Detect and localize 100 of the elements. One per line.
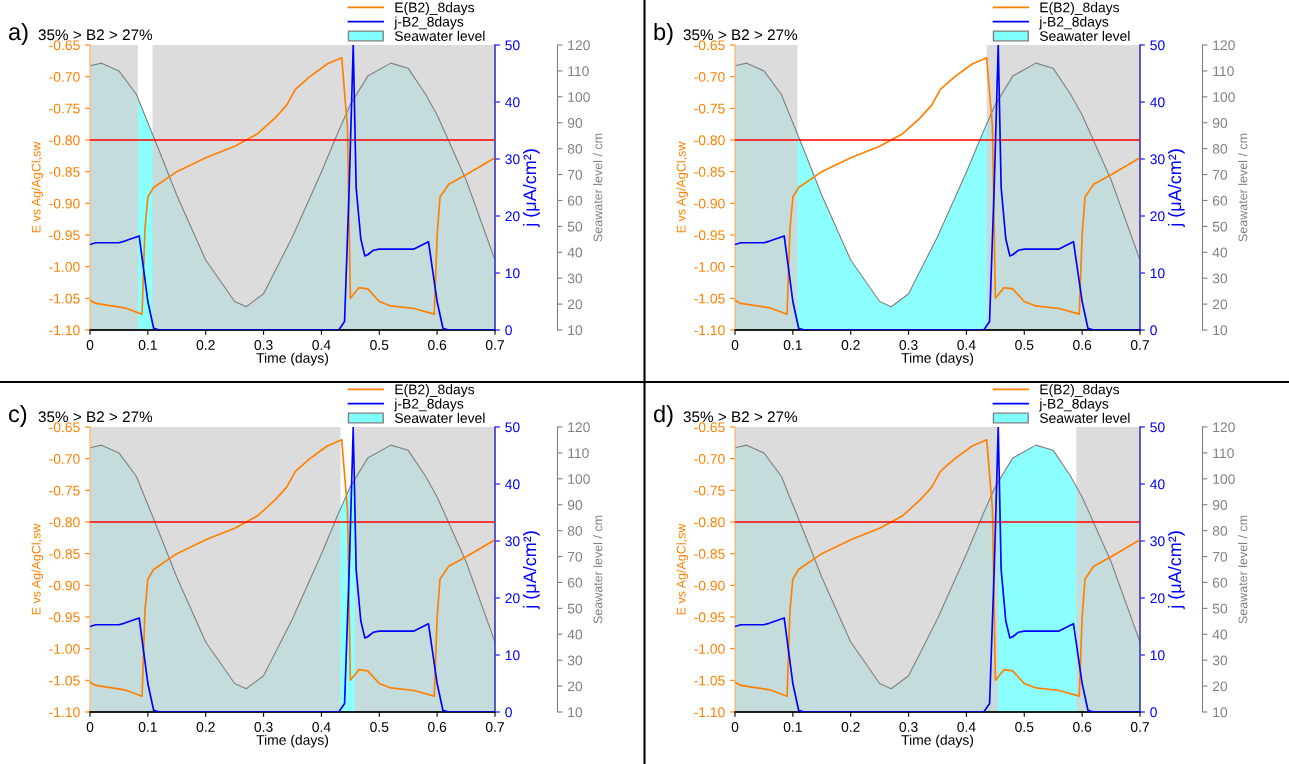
y3-tick-label: 100 <box>1213 474 1235 484</box>
y3-tick-label: 90 <box>1212 500 1228 510</box>
y3-axis-title: Seawater level / cm <box>593 133 603 242</box>
x-axis-title: Time (days) <box>901 734 974 748</box>
y3-tick-label: 10 <box>568 325 583 336</box>
y3-tick-label: 10 <box>1213 707 1228 718</box>
y3-tick-label: 40 <box>567 247 583 258</box>
y3-tick-label: 10 <box>1213 325 1228 336</box>
y2-axis-title: j (μA/cm²) <box>522 531 540 610</box>
y3-tick-label: 20 <box>1212 299 1228 310</box>
y-tick-label: -0.90 <box>49 198 80 209</box>
y2-tick-label: 40 <box>505 479 520 490</box>
x-tick-label: 0.4 <box>312 340 331 350</box>
y3-tick-label: 80 <box>1212 525 1228 536</box>
y3-tick-label: 120 <box>568 40 590 51</box>
y2-axis-title: j (μA/cm²) <box>1167 149 1185 228</box>
y-tick-label: -0.70 <box>694 454 725 464</box>
x-axis-title: Time (days) <box>901 352 974 366</box>
y2-tick-label: 10 <box>505 268 520 279</box>
y-axis-title: E vs Ag/AgCl,sw <box>31 141 44 233</box>
y-tick-label: -0.95 <box>49 612 80 623</box>
y3-tick-label: 20 <box>1212 681 1228 692</box>
x-tick-label: 0.2 <box>196 340 215 350</box>
y-tick-label: -1.00 <box>694 644 725 654</box>
x-tick-label: 0.3 <box>899 340 918 350</box>
y3-tick-label: 80 <box>567 143 583 154</box>
y-tick-label: -0.90 <box>49 580 80 591</box>
y3-tick-label: 90 <box>567 118 583 128</box>
y-tick-label: -0.85 <box>49 549 80 559</box>
y2-tick-label: 40 <box>505 97 520 108</box>
y-tick-label: -0.90 <box>694 580 725 591</box>
y-tick-label: -0.70 <box>49 454 80 464</box>
y2-tick-label: 0 <box>1150 707 1157 718</box>
y-tick-label: -0.75 <box>694 103 725 114</box>
legend-label: E(B2)_8days <box>395 2 475 16</box>
y3-tick-label: 60 <box>1212 195 1228 206</box>
y-tick-label: -1.00 <box>49 262 80 272</box>
y-axis-title: E vs Ag/AgCl,sw <box>676 141 689 233</box>
y3-tick-label: 60 <box>567 577 583 588</box>
x-tick-label: 0.7 <box>1130 722 1149 732</box>
y-tick-label: -1.10 <box>694 325 725 336</box>
x-tick-label: 0.1 <box>783 722 802 732</box>
y2-tick-label: 0 <box>505 707 512 718</box>
x-tick-label: 0.3 <box>254 722 273 732</box>
y2-tick-label: 30 <box>1150 536 1165 547</box>
legend-label: Seawater level <box>1039 30 1130 41</box>
y-tick-label: -0.85 <box>694 549 725 559</box>
y2-tick-label: 50 <box>505 40 520 51</box>
y2-tick-label: 20 <box>505 593 520 604</box>
y3-tick-label: 110 <box>1213 66 1234 77</box>
x-tick-label: 0.5 <box>1015 340 1034 350</box>
y-tick-label: -0.65 <box>49 40 80 51</box>
y2-tick-label: 50 <box>1150 422 1165 433</box>
y-tick-label: -0.70 <box>49 72 80 82</box>
y-tick-label: -0.65 <box>49 422 80 433</box>
y-tick-label: -0.75 <box>49 485 80 496</box>
y-tick-label: -0.95 <box>49 230 80 241</box>
text: c) <box>9 404 27 427</box>
y2-tick-label: 50 <box>505 422 520 433</box>
y3-tick-label: 80 <box>1212 143 1228 154</box>
y2-tick-label: 20 <box>1150 593 1165 604</box>
text: 35% > B2 > 27% <box>38 411 153 423</box>
x-tick-label: 0.4 <box>957 722 976 732</box>
y2-axis-title: j (μA/cm²) <box>522 149 540 228</box>
x-tick-label: 0.3 <box>254 340 273 350</box>
y2-tick-label: 30 <box>1150 154 1165 165</box>
x-tick-label: 0.1 <box>138 340 157 350</box>
y3-tick-label: 20 <box>567 681 583 692</box>
x-tick-label: 0.7 <box>1130 340 1149 350</box>
y2-axis-title: j (μA/cm²) <box>1167 531 1185 610</box>
legend-label: j-B2_8days <box>393 398 464 412</box>
y3-tick-label: 120 <box>1213 422 1235 433</box>
text: a) <box>9 22 28 45</box>
y2-tick-label: 10 <box>505 650 520 661</box>
x-tick-label: 0 <box>86 340 94 350</box>
y-tick-label: -0.80 <box>49 135 80 146</box>
y-tick-label: -0.95 <box>694 612 725 623</box>
y3-tick-label: 50 <box>567 603 583 614</box>
y3-tick-label: 100 <box>1213 92 1235 102</box>
x-axis-title: Time (days) <box>256 352 329 366</box>
y3-tick-label: 100 <box>568 92 590 102</box>
legend-label: j-B2_8days <box>393 16 464 30</box>
text: d) <box>653 404 673 427</box>
y3-tick-label: 120 <box>568 422 590 433</box>
x-tick-label: 0.2 <box>841 722 860 732</box>
legend-label: E(B2)_8days <box>395 384 475 398</box>
text: 35% > B2 > 27% <box>38 29 153 41</box>
y2-tick-label: 20 <box>505 211 520 222</box>
y3-tick-label: 120 <box>1213 40 1235 51</box>
y-tick-label: -0.70 <box>694 72 725 82</box>
y-tick-label: -1.10 <box>49 707 80 718</box>
y2-tick-label: 10 <box>1150 268 1165 279</box>
x-tick-label: 0.2 <box>841 340 860 350</box>
y-tick-label: -1.05 <box>694 293 725 304</box>
y2-tick-label: 30 <box>505 154 520 165</box>
y-tick-label: -0.85 <box>694 167 725 177</box>
y3-tick-label: 80 <box>567 525 583 536</box>
x-tick-label: 0.7 <box>485 722 504 732</box>
y-tick-label: -1.10 <box>694 707 725 718</box>
y2-tick-label: 40 <box>1150 97 1165 108</box>
